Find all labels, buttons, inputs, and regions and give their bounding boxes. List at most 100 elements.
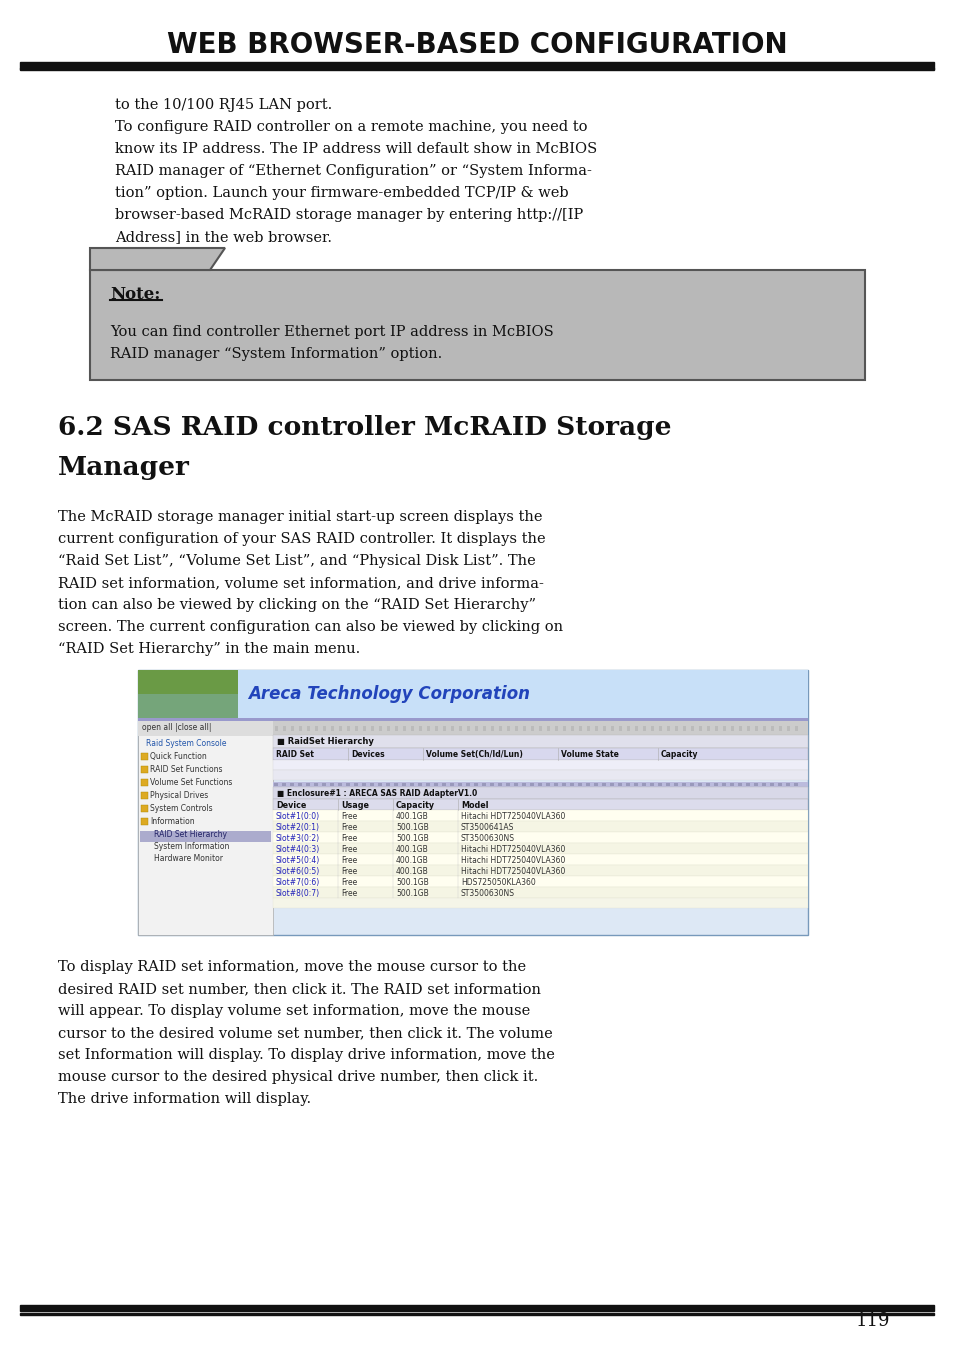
Bar [337, 783, 341, 787]
Text: Free: Free [340, 877, 356, 887]
Bar [666, 726, 669, 731]
Bar [427, 726, 430, 731]
Bar [363, 726, 366, 731]
Bar [354, 783, 357, 787]
Bar [273, 787, 807, 799]
Text: The McRAID storage manager initial start-up screen displays the: The McRAID storage manager initial start… [58, 510, 542, 524]
Text: RAID Set Functions: RAID Set Functions [150, 765, 222, 774]
Bar [273, 876, 807, 887]
Bar [273, 720, 807, 735]
Bar [338, 726, 341, 731]
Bar [467, 726, 470, 731]
Bar [474, 783, 477, 787]
Text: RAID set information, volume set information, and drive informa-: RAID set information, volume set informa… [58, 575, 543, 590]
Bar [394, 783, 397, 787]
Bar [426, 783, 430, 787]
Bar [658, 783, 661, 787]
Bar [273, 898, 807, 909]
Bar [442, 726, 446, 731]
Bar [625, 783, 629, 787]
Bar [746, 726, 749, 731]
Text: Address] in the web browser.: Address] in the web browser. [115, 230, 332, 244]
Bar [562, 726, 565, 731]
Bar [331, 726, 334, 731]
Bar [586, 726, 589, 731]
Bar [602, 726, 605, 731]
Bar [273, 887, 807, 898]
Bar [569, 783, 574, 787]
Bar [555, 726, 558, 731]
Bar [594, 783, 598, 787]
Bar [314, 783, 317, 787]
Bar [601, 783, 605, 787]
Text: Volume Set Functions: Volume Set Functions [150, 779, 233, 787]
Bar [450, 783, 454, 787]
Bar [410, 783, 414, 787]
Bar [609, 783, 614, 787]
Bar [20, 1313, 933, 1315]
Bar [713, 783, 718, 787]
Bar [618, 726, 621, 731]
Bar [498, 726, 501, 731]
Text: Free: Free [340, 856, 356, 865]
Text: Areca Technology Corporation: Areca Technology Corporation [248, 685, 530, 703]
Text: Slot#5(0:4): Slot#5(0:4) [275, 856, 320, 865]
Text: Hitachi HDT725040VLA360: Hitachi HDT725040VLA360 [460, 856, 565, 865]
Bar [618, 783, 621, 787]
Bar [141, 806, 148, 812]
Bar [545, 783, 550, 787]
Text: “Raid Set List”, “Volume Set List”, and “Physical Disk List”. The: “Raid Set List”, “Volume Set List”, and … [58, 554, 536, 567]
Text: Raid System Console: Raid System Console [146, 739, 226, 747]
Bar [729, 783, 733, 787]
Bar [330, 783, 334, 787]
Text: Free: Free [340, 834, 356, 844]
Bar [779, 726, 781, 731]
Text: Slot#4(0:3): Slot#4(0:3) [275, 845, 320, 854]
Bar [554, 783, 558, 787]
Bar [273, 783, 807, 787]
Bar [347, 726, 350, 731]
Bar [649, 783, 654, 787]
Bar [140, 831, 271, 842]
Bar [585, 783, 589, 787]
Bar [20, 62, 933, 69]
Bar [521, 783, 525, 787]
Text: WEB BROWSER-BASED CONFIGURATION: WEB BROWSER-BASED CONFIGURATION [167, 31, 786, 60]
Text: Slot#2(0:1): Slot#2(0:1) [275, 823, 319, 831]
Bar [297, 783, 302, 787]
Text: Model: Model [460, 802, 488, 810]
Bar [769, 783, 773, 787]
Bar [505, 783, 510, 787]
Bar [273, 865, 807, 876]
Text: Information: Information [150, 816, 194, 826]
Bar [273, 821, 807, 831]
Text: 500.1GB: 500.1GB [395, 877, 428, 887]
Bar [282, 783, 286, 787]
Bar [298, 726, 302, 731]
Bar [465, 783, 470, 787]
Bar [475, 726, 477, 731]
Bar [515, 726, 517, 731]
Bar [722, 726, 725, 731]
Bar [578, 783, 581, 787]
Text: ST3500641AS: ST3500641AS [460, 823, 514, 831]
Bar [402, 726, 406, 731]
Text: tion can also be viewed by clicking on the “RAID Set Hierarchy”: tion can also be viewed by clicking on t… [58, 598, 536, 612]
Text: To display RAID set information, move the mouse cursor to the: To display RAID set information, move th… [58, 960, 525, 974]
Bar [538, 726, 541, 731]
Bar [458, 726, 461, 731]
Text: You can find controller Ethernet port IP address in McBIOS: You can find controller Ethernet port IP… [110, 325, 553, 338]
Bar [138, 695, 237, 718]
Bar [274, 726, 277, 731]
Bar [642, 726, 645, 731]
Text: 400.1GB: 400.1GB [395, 845, 428, 854]
Bar [522, 726, 525, 731]
Bar [307, 726, 310, 731]
Bar [745, 783, 749, 787]
Bar [417, 783, 421, 787]
Bar [323, 726, 326, 731]
Bar [595, 726, 598, 731]
Text: RAID Set Hierarchy: RAID Set Hierarchy [153, 830, 227, 839]
Bar [291, 726, 294, 731]
Bar [395, 726, 397, 731]
